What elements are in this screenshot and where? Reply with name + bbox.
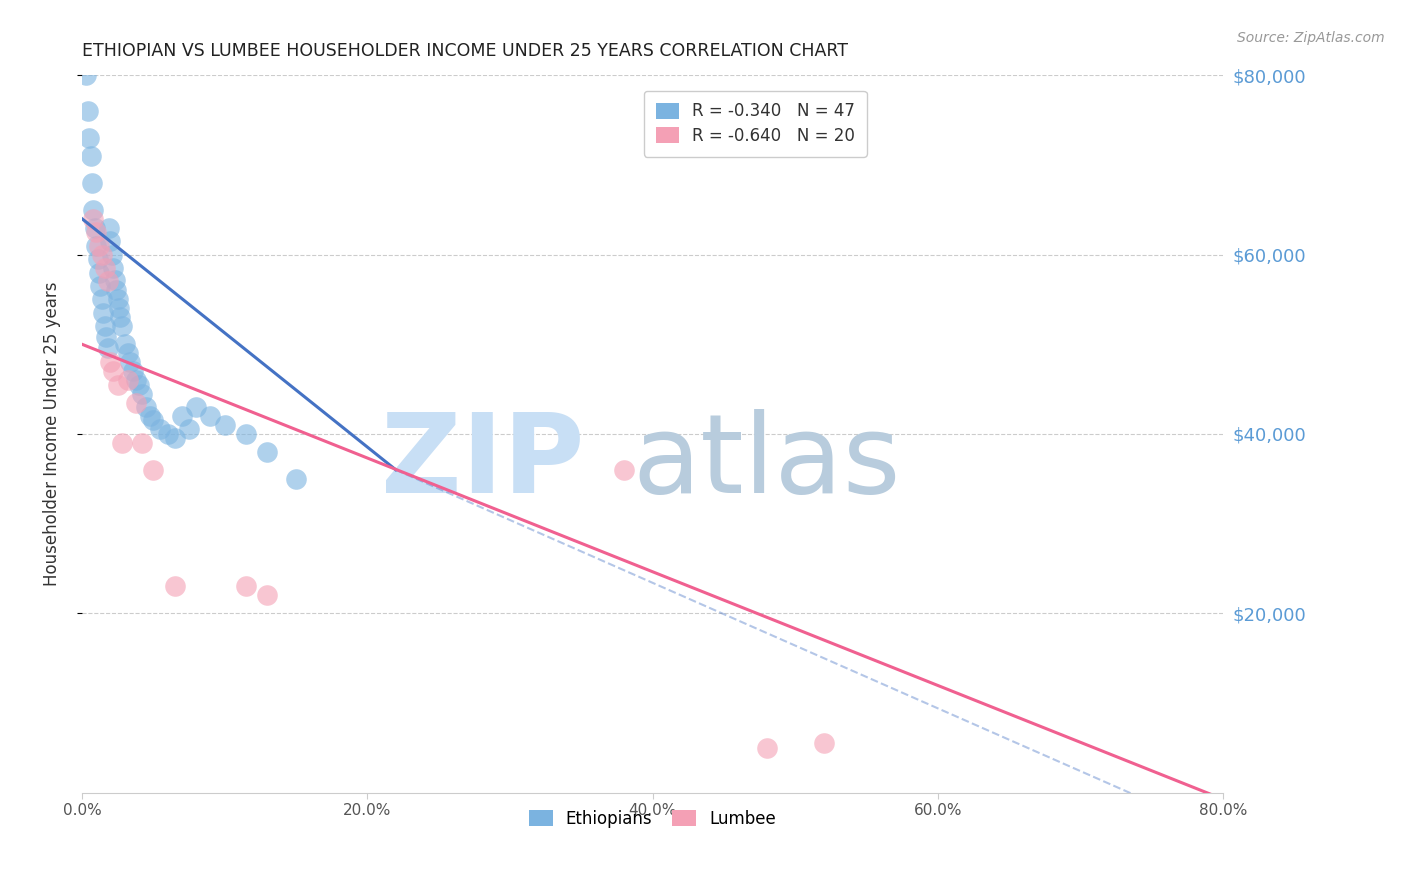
- Point: [139, 409, 162, 423]
- Point: [284, 472, 307, 486]
- Point: [131, 386, 153, 401]
- Point: [87, 238, 110, 252]
- Point: [117, 373, 139, 387]
- Point: [97, 341, 120, 355]
- Point: [103, 260, 125, 275]
- Y-axis label: Householder Income Under 25 years: Householder Income Under 25 years: [44, 282, 60, 586]
- Point: [235, 579, 257, 593]
- Point: [79, 149, 101, 163]
- Point: [96, 330, 118, 344]
- Point: [117, 346, 139, 360]
- Point: [256, 588, 278, 602]
- Point: [107, 293, 129, 307]
- Point: [125, 395, 148, 409]
- Point: [105, 284, 128, 298]
- Point: [111, 436, 134, 450]
- Point: [120, 355, 142, 369]
- Point: [184, 400, 207, 414]
- Point: [89, 279, 111, 293]
- Point: [80, 176, 103, 190]
- Point: [125, 373, 148, 387]
- Point: [122, 364, 145, 378]
- Point: [101, 247, 124, 261]
- Point: [83, 220, 105, 235]
- Point: [104, 273, 127, 287]
- Point: [82, 211, 104, 226]
- Point: [98, 220, 121, 235]
- Point: [84, 225, 107, 239]
- Point: [103, 364, 125, 378]
- Point: [111, 319, 134, 334]
- Point: [256, 445, 278, 459]
- Point: [76, 104, 98, 119]
- Point: [131, 436, 153, 450]
- Point: [100, 355, 122, 369]
- Point: [84, 238, 107, 252]
- Text: ZIP: ZIP: [381, 409, 583, 516]
- Point: [114, 337, 136, 351]
- Point: [170, 409, 193, 423]
- Point: [90, 247, 112, 261]
- Point: [235, 426, 257, 441]
- Legend: Ethiopians, Lumbee: Ethiopians, Lumbee: [523, 803, 783, 835]
- Point: [110, 310, 132, 325]
- Point: [613, 463, 636, 477]
- Point: [108, 301, 131, 316]
- Point: [156, 426, 179, 441]
- Point: [82, 202, 104, 217]
- Point: [177, 422, 200, 436]
- Point: [214, 417, 236, 432]
- Point: [142, 463, 165, 477]
- Point: [755, 740, 778, 755]
- Point: [142, 413, 165, 427]
- Point: [94, 319, 117, 334]
- Text: Source: ZipAtlas.com: Source: ZipAtlas.com: [1237, 31, 1385, 45]
- Point: [75, 68, 97, 82]
- Point: [86, 252, 108, 266]
- Text: ETHIOPIAN VS LUMBEE HOUSEHOLDER INCOME UNDER 25 YEARS CORRELATION CHART: ETHIOPIAN VS LUMBEE HOUSEHOLDER INCOME U…: [82, 42, 848, 60]
- Point: [94, 260, 117, 275]
- Point: [107, 377, 129, 392]
- Point: [200, 409, 222, 423]
- Point: [87, 265, 110, 279]
- Point: [149, 422, 172, 436]
- Point: [77, 131, 100, 145]
- Point: [163, 431, 186, 445]
- Point: [97, 275, 120, 289]
- Text: atlas: atlas: [633, 409, 901, 516]
- Point: [128, 377, 150, 392]
- Point: [90, 293, 112, 307]
- Point: [100, 234, 122, 248]
- Point: [813, 736, 835, 750]
- Point: [163, 579, 186, 593]
- Point: [93, 306, 115, 320]
- Point: [135, 400, 157, 414]
